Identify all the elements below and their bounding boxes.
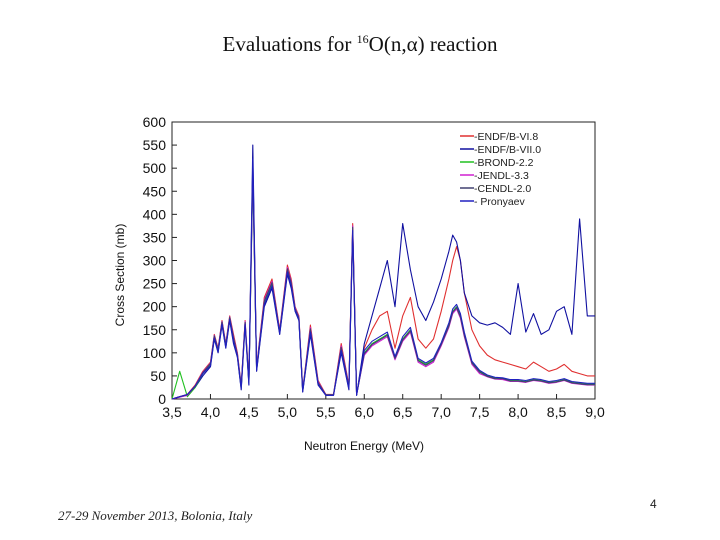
y-tick-label: 0	[158, 391, 166, 407]
x-tick-label: 8,5	[547, 404, 567, 420]
plot-frame	[171, 121, 596, 400]
y-tick-label: 550	[143, 137, 167, 153]
cross-section-chart: 3,5 4,0 4,5 5,0 5,5 6,0 6,5 7,0 7,5 8,0 8,5 9,0 0 50…	[113, 114, 605, 453]
y-tick-label: 50	[150, 368, 166, 384]
y-tick-label: 300	[143, 253, 167, 269]
legend-label: - Pronyaev	[474, 196, 526, 208]
y-tick-label: 350	[143, 229, 167, 245]
x-tick-label: 3,5	[162, 404, 182, 420]
x-tick-label: 7,5	[470, 404, 490, 420]
footer-date-location: 27-29 November 2013, Bolonia, Italy	[58, 508, 253, 523]
page-number: 4	[650, 497, 657, 511]
series-line-5	[171, 158, 595, 400]
x-tick-label: 5,0	[278, 404, 298, 420]
y-axis-title: Cross Section (mb)	[113, 224, 127, 327]
y-tick-label: 500	[143, 160, 167, 176]
slide-title: Evaluations for 16O(n,α) reaction	[222, 32, 498, 56]
legend-label: -ENDF/B-VI.8	[474, 131, 538, 143]
legend-label: -JENDL-3.3	[474, 170, 529, 182]
x-tick-label: 6,0	[355, 404, 375, 420]
x-axis-title: Neutron Energy (MeV)	[304, 439, 424, 453]
y-tick-label: 200	[143, 299, 167, 315]
y-tick-label: 600	[143, 114, 167, 130]
x-tick-label: 4,5	[239, 404, 259, 420]
x-tick-label: 9,0	[585, 404, 605, 420]
y-tick-label: 450	[143, 183, 167, 199]
y-tick-label: 150	[143, 322, 167, 338]
legend-label: -ENDF/B-VII.0	[474, 144, 541, 156]
x-tick-label: 6,5	[393, 404, 413, 420]
y-tick-label: 100	[143, 345, 167, 361]
x-tick-label: 8,0	[508, 404, 528, 420]
x-tick-label: 4,0	[201, 404, 221, 420]
legend-label: -CENDL-2.0	[474, 183, 531, 195]
y-tick-label: 250	[143, 276, 167, 292]
legend-label: -BROND-2.2	[474, 157, 534, 169]
x-tick-label: 7,0	[431, 404, 451, 420]
x-tick-label: 5,5	[316, 404, 336, 420]
y-tick-label: 400	[143, 206, 167, 222]
